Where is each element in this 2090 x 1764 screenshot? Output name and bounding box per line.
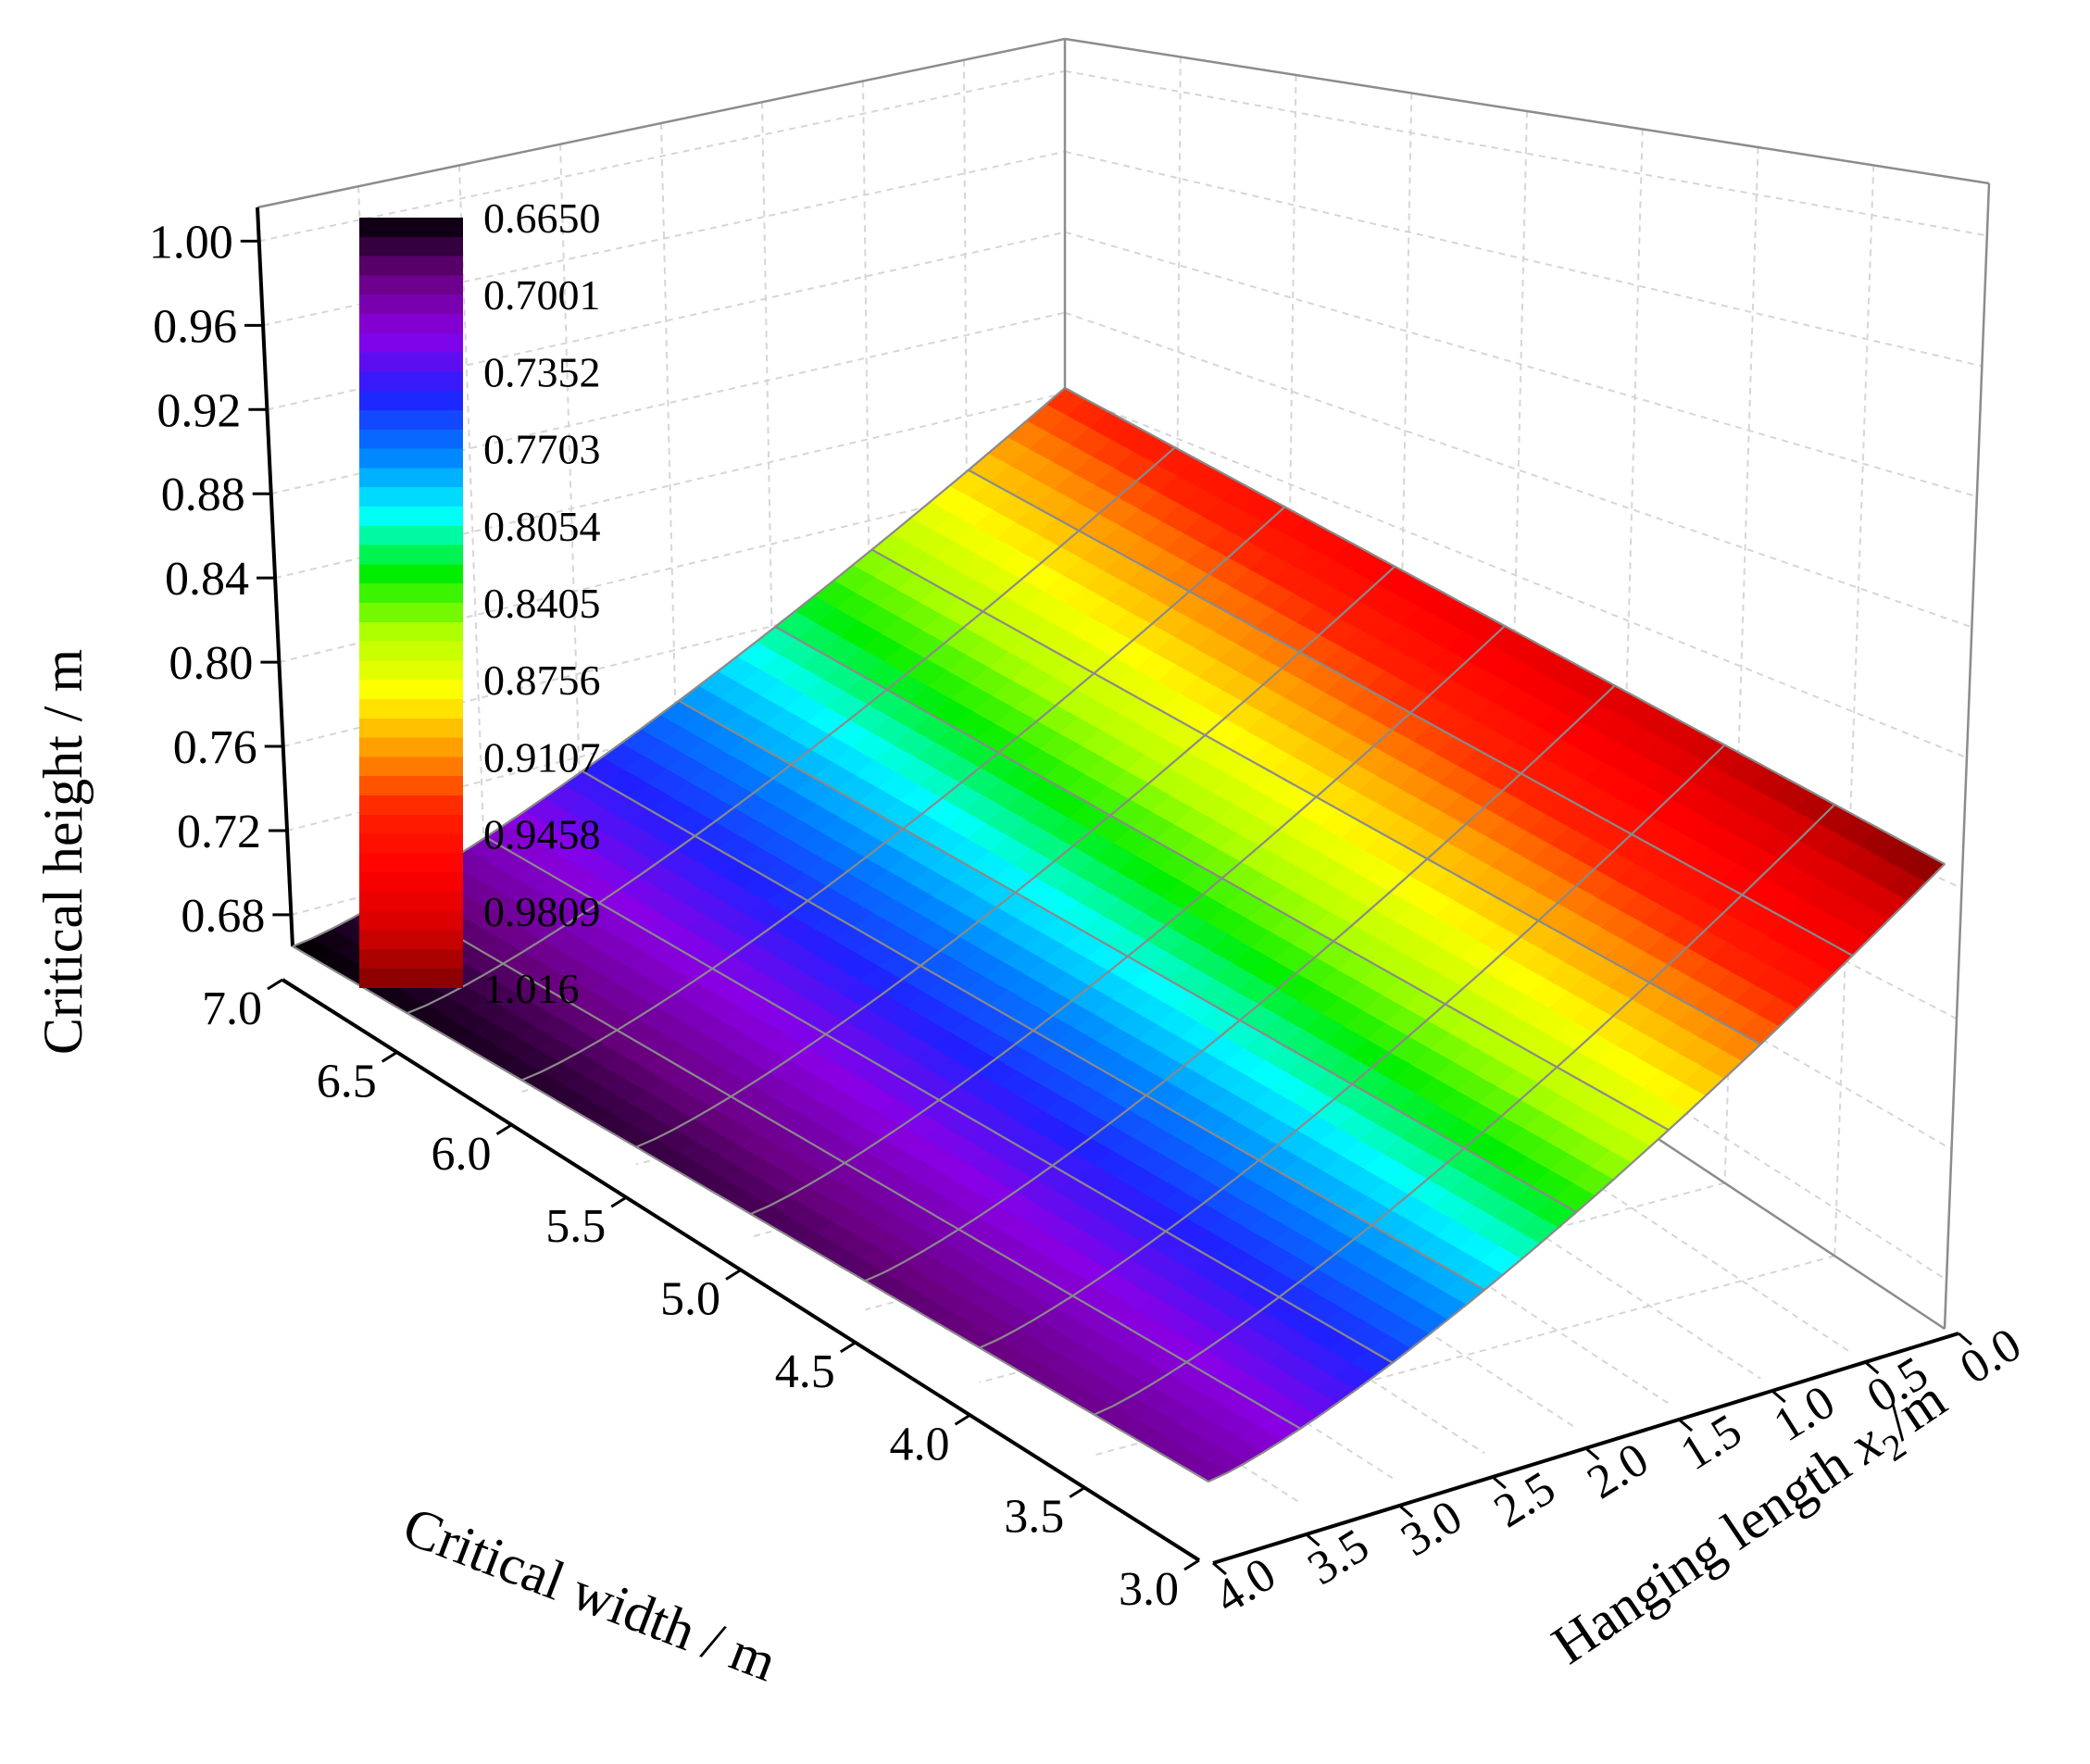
x-tick-label: 3.0 [1119, 1563, 1179, 1616]
z-tick-label: 0.84 [165, 553, 249, 606]
mesh-line-hanging [774, 625, 1670, 1132]
floor-grid-line [968, 769, 1854, 1355]
y-tick-mark [1584, 1446, 1600, 1461]
x-tick-mark [381, 1051, 398, 1063]
back-grid-line [1723, 146, 1759, 1183]
y-tick-label: 1.5 [1671, 1404, 1750, 1481]
y-tick-mark [1305, 1533, 1320, 1547]
y-tick-label: 3.0 [1392, 1490, 1471, 1567]
mesh-line-hanging [582, 769, 1485, 1292]
colorbar-labels: 0.6650 0.7001 0.7352 0.7703 0.8054 0.8405 0.87… [483, 194, 601, 1012]
mesh-line-hanging [870, 548, 1761, 1045]
z-tick-label: 0.68 [181, 890, 265, 943]
x-tick-label: 5.5 [545, 1200, 606, 1253]
x-tick-mark [725, 1269, 742, 1281]
y-tick-mark [1864, 1360, 1880, 1375]
x-tick-label: 5.0 [660, 1273, 720, 1326]
mesh-line-hanging [484, 836, 1394, 1364]
frame-edge [257, 37, 1066, 209]
y-tick-label: 2.5 [1485, 1461, 1564, 1538]
x-tick-mark [495, 1123, 513, 1136]
x-tick-label: 6.5 [317, 1055, 377, 1107]
x-axis-label: Critical width / m [395, 1495, 784, 1693]
colorbar: 0.6650 0.7001 0.7352 0.7703 0.8054 0.8405 0.87… [359, 194, 601, 1012]
colorbar-gradient [359, 218, 463, 988]
colorbar-tick-label: 0.7352 [483, 348, 601, 395]
x-tick-label: 7.0 [202, 982, 262, 1035]
surface-mesh [292, 386, 1946, 1483]
z-tick-label: 0.92 [156, 384, 241, 437]
y-tick-mark [1678, 1418, 1694, 1432]
z-axis-label: Critical height / m [32, 649, 94, 1055]
colorbar-tick-label: 0.9809 [483, 888, 601, 935]
colorbar-tick-label: 0.7703 [483, 426, 601, 473]
colorbar-tick-label: 0.8054 [483, 503, 601, 550]
x-tick-mark [267, 978, 283, 991]
mesh-line-hanging [968, 469, 1854, 957]
colorbar-tick-label: 0.6650 [483, 194, 601, 242]
y-tick-mark [1958, 1332, 1972, 1346]
back-grid-line [1064, 392, 1968, 759]
back-grid-line [1064, 311, 1972, 629]
mesh-line-hanging [678, 699, 1578, 1213]
colorbar-tick-label: 1.016 [483, 965, 580, 1012]
y-tick-label: 4.0 [1206, 1547, 1284, 1624]
z-tick-label: 0.96 [153, 300, 237, 353]
back-grid-line [458, 165, 487, 896]
z-tick-label: 1.00 [149, 216, 233, 269]
frame-edge [1064, 37, 1990, 185]
x-tick-mark [610, 1195, 628, 1208]
x-tick-mark [1183, 1558, 1200, 1571]
frame-edge [1943, 182, 1991, 1330]
x-tick-label: 6.0 [432, 1128, 492, 1181]
x-tick-mark [954, 1413, 971, 1426]
x-tick-label: 3.5 [1004, 1491, 1064, 1544]
y-tick-mark [1771, 1389, 1786, 1404]
mesh-line-hanging [292, 945, 1209, 1483]
z-tick-label: 0.88 [161, 469, 245, 521]
colorbar-tick-label: 0.9107 [483, 733, 601, 781]
x-tick-label: 4.0 [890, 1418, 950, 1470]
y-tick-label: 3.5 [1299, 1519, 1378, 1595]
colorbar-tick-label: 0.7001 [483, 271, 601, 319]
x-tick-label: 4.5 [775, 1345, 835, 1398]
mesh-line-hanging [388, 896, 1301, 1430]
back-grid-line [1833, 165, 1875, 1257]
y-tick-label: 2.0 [1579, 1432, 1658, 1509]
mesh-line-hanging [1064, 386, 1946, 866]
z-tick-label: 0.72 [177, 806, 261, 858]
y-tick-label: 0.0 [1951, 1318, 2030, 1395]
colorbar-tick-label: 0.8405 [483, 580, 601, 627]
y-tick-mark [1398, 1504, 1414, 1519]
colorbar-tick-label: 0.8756 [483, 657, 601, 704]
colorbar-tick-label: 0.9458 [483, 811, 601, 858]
x-tick-mark [839, 1341, 857, 1354]
x-tick-mark [1069, 1486, 1086, 1498]
back-grid-line [258, 69, 1066, 243]
z-tick-label: 0.80 [169, 637, 253, 690]
y-axis-label: Hanging length x2/m [1542, 1368, 1962, 1683]
back-grid-line [559, 144, 583, 871]
y-tick-mark [1491, 1475, 1507, 1490]
z-tick-label: 0.76 [173, 721, 257, 774]
y-tick-mark [1212, 1561, 1227, 1576]
